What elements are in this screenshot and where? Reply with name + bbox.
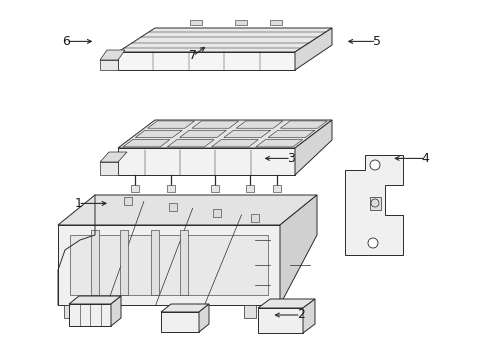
Polygon shape	[258, 299, 314, 308]
Polygon shape	[100, 162, 118, 175]
Polygon shape	[167, 185, 175, 192]
Polygon shape	[180, 230, 188, 295]
Polygon shape	[70, 235, 267, 295]
Polygon shape	[210, 185, 219, 192]
Polygon shape	[135, 130, 182, 138]
Polygon shape	[100, 60, 118, 70]
Polygon shape	[124, 197, 132, 204]
Polygon shape	[213, 208, 221, 216]
Polygon shape	[192, 121, 238, 128]
Polygon shape	[199, 304, 208, 332]
Polygon shape	[269, 20, 282, 25]
Polygon shape	[255, 140, 302, 147]
Polygon shape	[118, 120, 331, 148]
Circle shape	[370, 199, 378, 207]
Polygon shape	[58, 225, 280, 305]
Text: 1: 1	[74, 197, 82, 210]
Polygon shape	[168, 202, 176, 211]
Polygon shape	[280, 121, 326, 128]
Polygon shape	[91, 230, 99, 295]
Polygon shape	[244, 305, 256, 318]
Polygon shape	[167, 140, 214, 147]
Polygon shape	[250, 213, 258, 222]
Polygon shape	[118, 52, 294, 70]
Polygon shape	[179, 130, 226, 138]
Polygon shape	[161, 304, 208, 312]
Polygon shape	[118, 28, 331, 52]
Polygon shape	[100, 50, 125, 60]
Text: 2: 2	[296, 309, 304, 321]
Polygon shape	[234, 20, 246, 25]
Polygon shape	[131, 185, 139, 192]
Polygon shape	[245, 185, 253, 192]
Polygon shape	[100, 152, 127, 162]
Polygon shape	[369, 197, 380, 210]
Polygon shape	[258, 308, 303, 333]
Polygon shape	[267, 130, 314, 138]
Polygon shape	[111, 296, 121, 326]
Circle shape	[367, 238, 377, 248]
Polygon shape	[161, 312, 199, 332]
Polygon shape	[58, 195, 316, 225]
Polygon shape	[69, 304, 111, 326]
Text: 5: 5	[372, 35, 380, 48]
Text: 6: 6	[62, 35, 70, 48]
Polygon shape	[118, 148, 294, 175]
Polygon shape	[69, 296, 121, 304]
Polygon shape	[272, 185, 281, 192]
Polygon shape	[123, 140, 169, 147]
Text: 7: 7	[189, 49, 197, 62]
Polygon shape	[120, 230, 128, 295]
Text: 3: 3	[286, 152, 294, 165]
Polygon shape	[236, 121, 283, 128]
Polygon shape	[224, 130, 270, 138]
Circle shape	[369, 160, 379, 170]
Polygon shape	[151, 230, 159, 295]
Polygon shape	[190, 20, 202, 25]
Text: 4: 4	[421, 152, 428, 165]
Polygon shape	[64, 305, 76, 318]
Polygon shape	[303, 299, 314, 333]
Polygon shape	[147, 121, 194, 128]
Polygon shape	[294, 120, 331, 175]
Polygon shape	[280, 195, 316, 305]
Polygon shape	[211, 140, 258, 147]
Polygon shape	[345, 155, 402, 255]
Polygon shape	[294, 28, 331, 70]
